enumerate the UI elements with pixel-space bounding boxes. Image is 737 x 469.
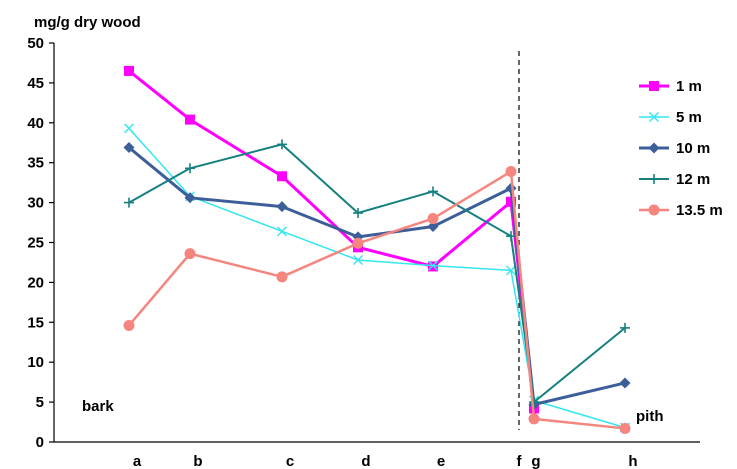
- data-point: [506, 265, 516, 276]
- legend-item: 12 m: [639, 171, 710, 188]
- y-tick-label: 30: [27, 195, 44, 212]
- legend: 1 m 5 m 10 m 12 m 13.5 m: [639, 78, 723, 219]
- legend-swatch-marker: [649, 81, 659, 91]
- bark-annotation: bark: [82, 398, 114, 415]
- axes: [53, 43, 700, 443]
- data-point: [619, 422, 631, 434]
- data-point: [184, 192, 196, 204]
- data-point: [124, 65, 134, 76]
- data-point: [505, 165, 517, 177]
- data-point: [276, 271, 288, 283]
- data-point: [124, 197, 134, 208]
- data-point: [506, 231, 516, 242]
- legend-swatch-marker: [649, 112, 659, 122]
- x-tick-label-e: e: [437, 453, 445, 469]
- legend-swatch-marker: [648, 142, 660, 154]
- y-tick-label: 5: [36, 394, 44, 411]
- y-tick-label: 25: [27, 235, 44, 252]
- x-tick-label-f: f: [517, 453, 523, 469]
- series-line: [128, 170, 626, 430]
- legend-swatch-marker: [649, 174, 659, 184]
- x-tick-label-b: b: [193, 453, 202, 469]
- pith-annotation: pith: [636, 408, 664, 425]
- x-tick-label-a: a: [133, 453, 142, 469]
- y-tick-label: 20: [27, 274, 44, 291]
- data-point: [185, 114, 195, 125]
- data-point: [277, 139, 287, 150]
- data-point: [123, 142, 135, 154]
- data-point: [427, 213, 439, 225]
- data-point: [276, 201, 288, 213]
- legend-item: 10 m: [639, 140, 710, 157]
- data-point: [620, 322, 630, 333]
- data-point: [184, 248, 196, 260]
- data-point: [353, 255, 363, 266]
- y-tick-label: 45: [27, 75, 44, 92]
- data-point: [619, 377, 631, 389]
- legend-item: 5 m: [639, 109, 702, 126]
- legend-label: 5 m: [676, 109, 702, 126]
- data-point: [428, 186, 438, 197]
- data-point: [123, 319, 135, 331]
- data-point: [528, 413, 540, 425]
- y-axis-ticks: 0 5 10 15 20 25 30 35 40 45 50: [27, 35, 54, 451]
- legend-label: 10 m: [676, 140, 710, 157]
- legend-label: 1 m: [676, 78, 702, 95]
- data-point: [277, 171, 287, 182]
- series-1-m: [124, 65, 539, 414]
- legend-item: 13.5 m: [639, 202, 723, 219]
- data-point: [124, 123, 134, 134]
- data-point: [428, 260, 438, 271]
- series-12-m: [124, 139, 630, 408]
- series-line: [128, 146, 626, 406]
- legend-label: 13.5 m: [676, 202, 723, 219]
- legend-swatch-marker: [648, 204, 660, 216]
- legend-item: 1 m: [639, 78, 702, 95]
- series-line: [128, 143, 626, 404]
- y-tick-label: 40: [27, 115, 44, 132]
- x-tick-label-d: d: [361, 453, 370, 469]
- series-10-m: [123, 142, 631, 410]
- y-tick-label: 50: [27, 35, 44, 52]
- series-line: [128, 127, 626, 429]
- x-tick-label-h: h: [628, 453, 637, 469]
- data-point: [427, 221, 439, 233]
- y-tick-label: 0: [36, 434, 44, 451]
- y-tick-label: 35: [27, 155, 44, 172]
- data-point: [353, 207, 363, 218]
- data-point: [352, 237, 364, 249]
- data-point: [277, 226, 287, 237]
- data-point: [185, 163, 195, 174]
- legend-label: 12 m: [676, 171, 710, 188]
- y-tick-label: 15: [27, 314, 44, 331]
- series-group: [123, 65, 631, 434]
- y-tick-label: 10: [27, 354, 44, 371]
- series-13-5-m: [123, 165, 631, 434]
- x-tick-label-c: c: [286, 453, 294, 469]
- x-tick-label-g: g: [531, 453, 540, 469]
- y-axis-label: mg/g dry wood: [34, 14, 141, 31]
